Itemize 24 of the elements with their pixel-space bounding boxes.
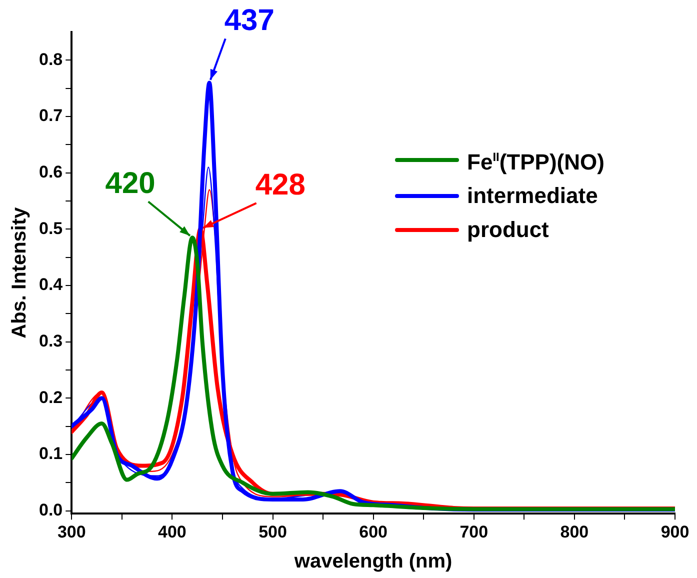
y-tick-label: 0.4 [38, 275, 64, 294]
y-tick-label: 0.3 [38, 331, 63, 350]
y-axis-title: Abs. Intensity [8, 206, 31, 338]
x-tick-label: 400 [158, 522, 186, 542]
y-tick-label: 0.0 [38, 500, 63, 520]
y-tick-label: 0.7 [38, 106, 63, 126]
x-tick-label: 900 [660, 522, 690, 542]
x-tick-label: 700 [460, 522, 488, 542]
legend-label: Fe$^{II}$(TPP)(NO) [467, 148, 604, 176]
y-tick-label: 0.1 [38, 444, 63, 464]
y-tick-label: 0.8 [38, 50, 63, 69]
y-tick-label: 0.2 [38, 388, 63, 407]
x-axis-title: wavelength (nm) [293, 550, 452, 573]
legend-label: intermediate [467, 182, 598, 210]
annotation: 437 [224, 4, 274, 37]
x-tick-label: 300 [57, 522, 86, 542]
y-tick-label: 0.6 [38, 162, 63, 182]
x-tick-label: 800 [560, 522, 589, 542]
annotation: 420 [105, 166, 156, 200]
y-tick-label: 0.5 [38, 218, 63, 238]
x-tick-label: 500 [258, 522, 287, 542]
x-tick-label: 600 [359, 522, 388, 542]
legend-label: product [467, 216, 549, 244]
annotation: 428 [255, 168, 306, 202]
